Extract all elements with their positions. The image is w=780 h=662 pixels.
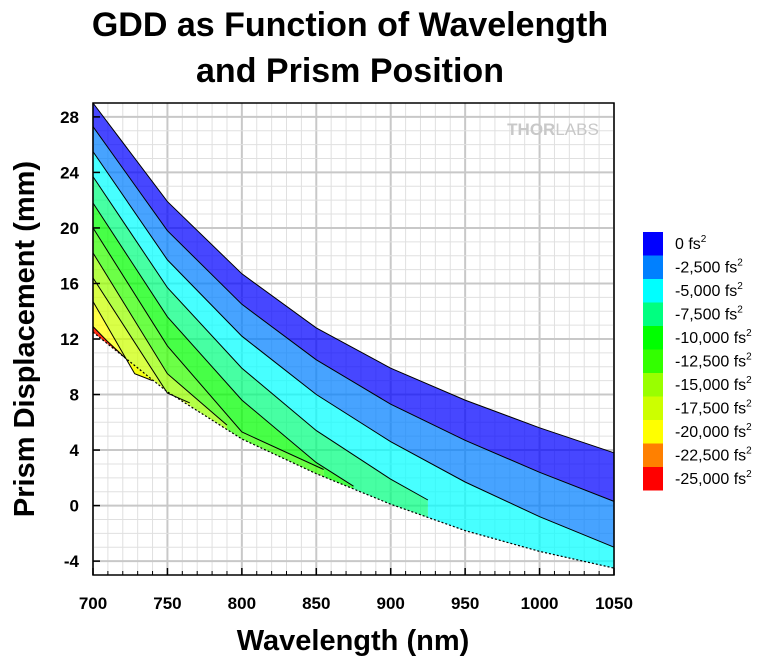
- y-tick-label: 8: [70, 386, 79, 405]
- legend: 0 fs2 -2,500 fs2 -5,000 fs2 -7,500 fs2 -10,0…: [643, 232, 752, 491]
- legend-swatch: [643, 255, 663, 279]
- contour-line-3: [92, 176, 429, 501]
- axis-ticks: 700 750 800 850 900 950 1000 1050 -4 0 4 8 12 16 20 24 2…: [60, 108, 633, 613]
- contour-band-1: [93, 126, 614, 569]
- contour-band-3: [93, 176, 428, 518]
- legend-swatch: [643, 467, 663, 491]
- chart-title-line-1: GDD as Function of Wavelength: [91, 6, 609, 44]
- contour-band-2: [93, 151, 614, 569]
- legend-label: -12,500 fs2: [675, 352, 752, 371]
- x-tick-label: 800: [228, 594, 256, 613]
- x-tick-label: 850: [302, 594, 330, 613]
- y-axis-title: Prism Displacement (mm): [9, 161, 41, 517]
- legend-label: -10,000 fs2: [675, 328, 752, 347]
- y-tick-label: 16: [60, 274, 79, 293]
- thorlabs-watermark: THORLABS: [507, 120, 599, 139]
- y-tick-label: 20: [60, 219, 79, 238]
- x-tick-label: 750: [153, 594, 181, 613]
- legend-swatch: [643, 373, 663, 397]
- x-axis-title: Wavelength (nm): [237, 625, 470, 657]
- legend-label: -22,500 fs2: [675, 446, 752, 465]
- legend-label: -5,000 fs2: [675, 281, 743, 300]
- contour-line-4: [92, 202, 354, 487]
- legend-label: -25,000 fs2: [675, 469, 752, 488]
- contour-line-8: [92, 301, 153, 382]
- legend-label: -17,500 fs2: [675, 399, 752, 418]
- y-tick-label: -4: [64, 552, 80, 571]
- contour-line-1: [92, 126, 615, 502]
- legend-swatch: [643, 326, 663, 350]
- legend-swatch: [643, 396, 663, 420]
- x-tick-label: 700: [79, 594, 107, 613]
- chart-title-line-2: and Prism Position: [196, 52, 504, 90]
- x-tick-label: 1050: [595, 594, 633, 613]
- legend-swatch: [643, 420, 663, 444]
- contour-line-5: [92, 227, 324, 470]
- legend-swatch: [643, 279, 663, 303]
- y-tick-label: 12: [60, 330, 79, 349]
- contour-lines: [92, 102, 615, 569]
- contour-line-2: [92, 151, 615, 548]
- y-tick-label: 24: [60, 163, 79, 182]
- boundary-dotted-line: [92, 331, 615, 569]
- legend-swatch: [643, 443, 663, 467]
- legend-label: -2,500 fs2: [675, 258, 743, 277]
- legend-label: -15,000 fs2: [675, 375, 752, 394]
- y-tick-label: 28: [60, 108, 79, 127]
- contour-fills: [93, 103, 614, 569]
- legend-swatch: [643, 349, 663, 373]
- contour-line-6: [92, 252, 228, 426]
- svg-text:THORLABS: THORLABS: [507, 120, 599, 139]
- legend-label: -20,000 fs2: [675, 422, 752, 441]
- legend-label: 0 fs2: [675, 234, 707, 253]
- legend-swatch: [643, 302, 663, 326]
- y-tick-label: 0: [70, 497, 79, 516]
- x-tick-label: 950: [451, 594, 479, 613]
- legend-swatch: [643, 232, 663, 256]
- legend-label: -7,500 fs2: [675, 305, 743, 324]
- x-tick-label: 1000: [521, 594, 559, 613]
- x-tick-label: 900: [377, 594, 405, 613]
- y-tick-label: 4: [70, 441, 80, 460]
- contour-line-7: [92, 277, 191, 404]
- contour-line-0: [92, 102, 615, 454]
